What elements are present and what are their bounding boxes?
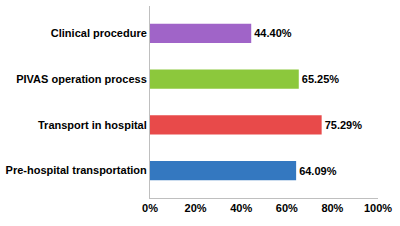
svg-text:0%: 0% <box>142 202 158 214</box>
svg-text:40%: 40% <box>230 202 252 214</box>
svg-text:60%: 60% <box>276 202 298 214</box>
svg-text:20%: 20% <box>185 202 207 214</box>
svg-text:75.29%: 75.29% <box>325 119 363 131</box>
svg-text:65.25%: 65.25% <box>302 73 340 85</box>
svg-text:80%: 80% <box>321 202 343 214</box>
svg-text:Transport in hospital: Transport in hospital <box>38 119 147 131</box>
svg-text:PIVAS operation process: PIVAS operation process <box>16 73 147 85</box>
svg-text:44.40%: 44.40% <box>254 27 292 39</box>
svg-text:Clinical procedure: Clinical procedure <box>51 27 147 39</box>
svg-text:Pre-hospital transportation: Pre-hospital transportation <box>6 164 147 176</box>
svg-text:64.09%: 64.09% <box>299 165 337 177</box>
svg-text:100%: 100% <box>364 202 392 214</box>
